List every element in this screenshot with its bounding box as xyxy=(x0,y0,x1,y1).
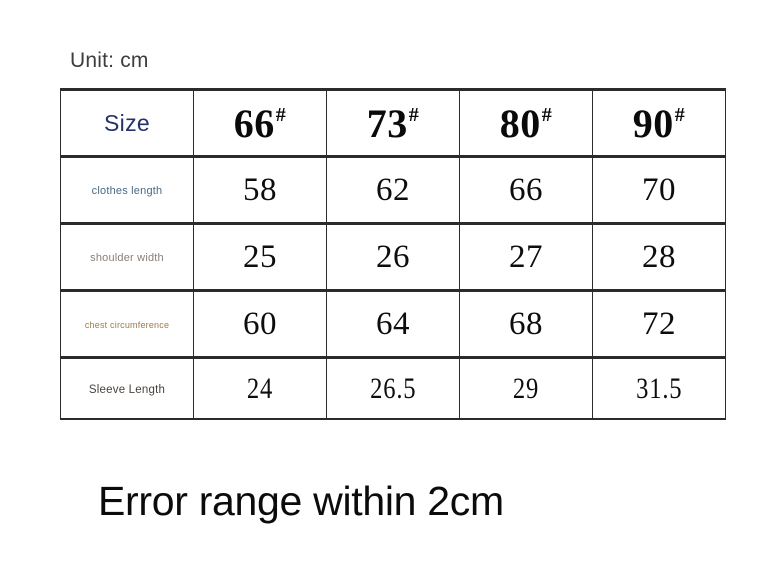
table-row-clothes-length: clothes length 58 62 66 70 xyxy=(60,156,726,225)
value-text: 64 xyxy=(376,305,410,342)
cell-sleeve-length-90: 31.5 xyxy=(592,357,726,420)
cell-clothes-length-73: 62 xyxy=(326,156,460,225)
hash-icon: # xyxy=(541,103,553,126)
cell-shoulder-width-73: 26 xyxy=(326,223,460,292)
row-label-clothes-length: clothes length xyxy=(91,185,163,197)
cell-sleeve-length-73: 26.5 xyxy=(326,357,460,420)
error-range-note: Error range within 2cm xyxy=(98,478,504,524)
top-cutoff-text xyxy=(300,0,490,6)
size-value-80: 80# xyxy=(499,100,553,146)
hash-icon: # xyxy=(408,103,420,126)
header-cell-size-80: 80# xyxy=(459,88,593,158)
cell-clothes-length-80: 66 xyxy=(459,156,593,225)
cell-shoulder-width-80: 27 xyxy=(459,223,593,292)
value-text: 66 xyxy=(509,171,543,208)
size-chart-table: Size 66# 73# 80# 90# clothes length 58 6… xyxy=(60,88,726,420)
value-text: 29 xyxy=(512,371,540,405)
table-row-chest-circumference: chest circumference 60 64 68 72 xyxy=(60,290,726,359)
row-label-cell: chest circumference xyxy=(60,290,194,359)
row-label-cell: shoulder width xyxy=(60,223,194,292)
cell-chest-circumference-80: 68 xyxy=(459,290,593,359)
unit-label: Unit: cm xyxy=(70,49,149,72)
cell-sleeve-length-80: 29 xyxy=(459,357,593,420)
size-value-66: 66# xyxy=(233,100,287,146)
cell-clothes-length-66: 58 xyxy=(193,156,327,225)
value-text: 27 xyxy=(509,238,543,275)
value-text: 68 xyxy=(509,305,543,342)
value-text: 24 xyxy=(246,371,274,405)
cell-shoulder-width-66: 25 xyxy=(193,223,327,292)
value-text: 72 xyxy=(642,305,676,342)
value-text: 70 xyxy=(642,171,676,208)
row-label-chest-circumference: chest circumference xyxy=(84,320,170,330)
size-value-90: 90# xyxy=(632,100,686,146)
hash-icon: # xyxy=(275,103,287,126)
table-row-shoulder-width: shoulder width 25 26 27 28 xyxy=(60,223,726,292)
hash-icon: # xyxy=(674,103,686,126)
cell-shoulder-width-90: 28 xyxy=(592,223,726,292)
value-text: 28 xyxy=(642,238,676,275)
row-label-sleeve-length: Sleeve Length xyxy=(88,383,166,396)
header-cell-size-73: 73# xyxy=(326,88,460,158)
cell-chest-circumference-73: 64 xyxy=(326,290,460,359)
cell-sleeve-length-66: 24 xyxy=(193,357,327,420)
table-header-row: Size 66# 73# 80# 90# xyxy=(60,88,726,158)
size-header-label: Size xyxy=(104,109,150,136)
value-text: 31.5 xyxy=(635,371,683,405)
value-text: 26 xyxy=(376,238,410,275)
header-cell-size: Size xyxy=(60,88,194,158)
row-label-shoulder-width: shoulder width xyxy=(90,252,164,264)
table-row-sleeve-length: Sleeve Length 24 26.5 29 31.5 xyxy=(60,357,726,420)
header-cell-size-90: 90# xyxy=(592,88,726,158)
value-text: 62 xyxy=(376,171,410,208)
cell-chest-circumference-66: 60 xyxy=(193,290,327,359)
cell-clothes-length-90: 70 xyxy=(592,156,726,225)
value-text: 60 xyxy=(243,305,277,342)
cell-chest-circumference-90: 72 xyxy=(592,290,726,359)
size-value-73: 73# xyxy=(366,100,420,146)
value-text: 58 xyxy=(243,171,277,208)
value-text: 26.5 xyxy=(369,371,417,405)
row-label-cell: clothes length xyxy=(60,156,194,225)
header-cell-size-66: 66# xyxy=(193,88,327,158)
value-text: 25 xyxy=(243,238,277,275)
row-label-cell: Sleeve Length xyxy=(60,357,194,420)
